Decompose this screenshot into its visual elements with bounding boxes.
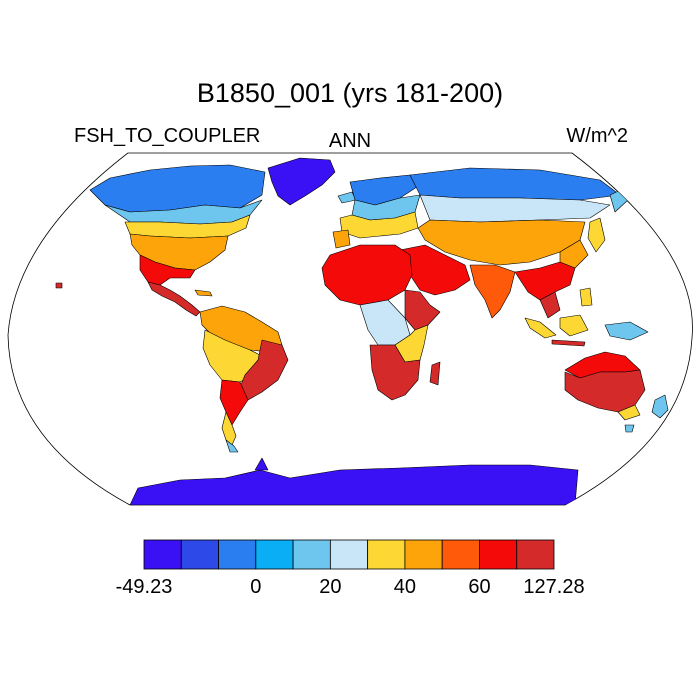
new-zealand (651, 394, 669, 419)
colorbar-tick-label: 20 (319, 576, 342, 598)
central-america (147, 281, 201, 317)
madagascar (429, 361, 441, 386)
units-label: W/m^2 (566, 125, 628, 147)
indochina (539, 291, 561, 319)
horn-of-africa (404, 289, 441, 331)
antarctica (129, 464, 579, 505)
new-guinea (604, 321, 649, 341)
colorbar (143, 539, 555, 570)
hawaii-dot (55, 282, 63, 289)
borneo (559, 314, 589, 337)
southern-africa (369, 344, 421, 401)
colorbar-bin-6 (367, 539, 406, 570)
colorbar-tick-label: 0 (250, 576, 262, 598)
tasmania (624, 424, 635, 433)
colorbar-bin-4 (292, 539, 331, 570)
colorbar-bin-5 (329, 539, 369, 570)
colorbar-bin-0 (143, 539, 182, 570)
colorbar-bin-7 (404, 539, 443, 570)
australia-southeast (617, 404, 641, 421)
variable-name: FSH_TO_COUPLER (74, 125, 261, 147)
caribbean (194, 289, 213, 297)
india (469, 264, 516, 319)
australia-interior (564, 369, 646, 413)
north-america-us (129, 233, 229, 271)
east-china (559, 239, 589, 269)
colorbar-tick-label: 127.28 (523, 576, 585, 598)
north-america-south (139, 254, 196, 286)
colorbar-bin-8 (441, 539, 480, 570)
colorbar-bin-3 (255, 539, 294, 570)
colorbar-bin-10 (516, 539, 555, 570)
japan (587, 217, 606, 253)
colorbar-tick-label: 60 (468, 576, 491, 598)
tierra-del-fuego (225, 439, 239, 453)
philippines (579, 287, 593, 307)
plot-title: B1850_001 (yrs 181-200) (196, 78, 504, 108)
colorbar-bin-2 (218, 539, 257, 570)
colorbar-bin-9 (479, 539, 518, 570)
north-africa (321, 244, 413, 306)
colorbar-bin-1 (180, 539, 219, 570)
season-label: ANN (328, 130, 372, 152)
south-america-east (237, 339, 289, 401)
southeast-asia (514, 261, 576, 301)
colorbar-tick-label: -49.23 (115, 576, 173, 598)
greenland (267, 157, 336, 206)
middle-east (399, 244, 471, 296)
antarctic-peninsula (254, 457, 269, 471)
iberia (332, 229, 351, 249)
colorbar-tick-label: 40 (393, 576, 417, 598)
sumatra (524, 317, 557, 339)
java (551, 339, 586, 347)
